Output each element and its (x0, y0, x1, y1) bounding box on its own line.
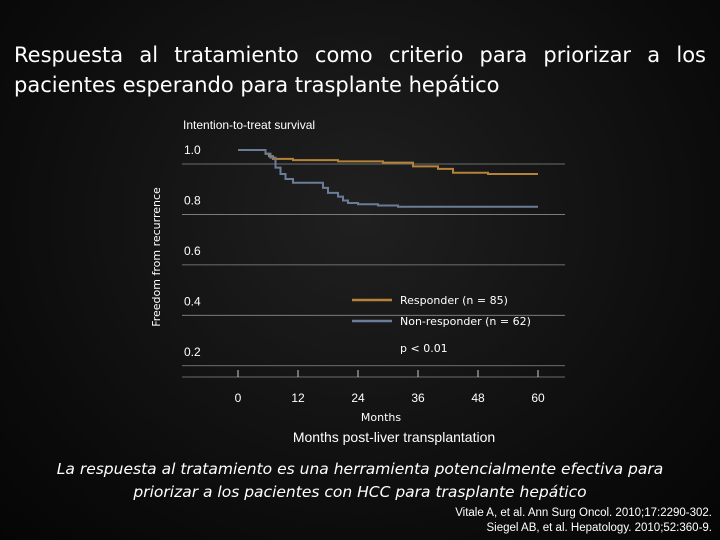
y-tick-label: 0.8 (184, 193, 201, 207)
conclusion-text: La respuesta al tratamiento es una herra… (56, 460, 664, 501)
x-tick-label: 24 (351, 391, 365, 405)
reference-2: Siegel AB, et al. Hepatology. 2010;52:36… (486, 522, 712, 534)
x-ticks: 0 12 24 36 48 60 (235, 370, 545, 405)
legend: Responder (n = 85) Non-responder (n = 62) (352, 294, 531, 328)
chart-title: Intention-to-treat survival (183, 118, 315, 132)
y-tick-label: 1.0 (184, 143, 201, 157)
slide-title: Respuesta al tratamiento como criterio p… (14, 43, 706, 97)
legend-label: Responder (n = 85) (400, 294, 508, 307)
y-tick-labels: 0.2 0.4 0.6 0.8 1.0 (184, 143, 201, 359)
series-line-responder (238, 149, 538, 175)
y-axis-label: Freedom from recurrence (150, 187, 163, 327)
x-tick-label: 48 (471, 391, 485, 405)
series-line-non-responder (238, 149, 538, 208)
x-axis-outer-label: Months post-liver transplantation (293, 429, 495, 445)
p-value-annotation: p < 0.01 (400, 342, 448, 355)
x-tick-label: 12 (291, 391, 305, 405)
series-lines (238, 149, 538, 208)
reference-1: Vitale A, et al. Ann Surg Oncol. 2010;17… (455, 507, 712, 519)
references: Vitale A, et al. Ann Surg Oncol. 2010;17… (455, 506, 712, 536)
grid-lines (182, 163, 565, 378)
x-tick-label: 0 (235, 391, 242, 405)
x-tick-label: 36 (411, 391, 425, 405)
x-axis-label: Months (361, 411, 401, 424)
y-tick-label: 0.6 (184, 244, 201, 258)
y-tick-label: 0.2 (184, 345, 201, 359)
y-tick-label: 0.4 (184, 294, 201, 308)
legend-label: Non-responder (n = 62) (400, 315, 531, 328)
x-tick-label: 60 (531, 391, 545, 405)
